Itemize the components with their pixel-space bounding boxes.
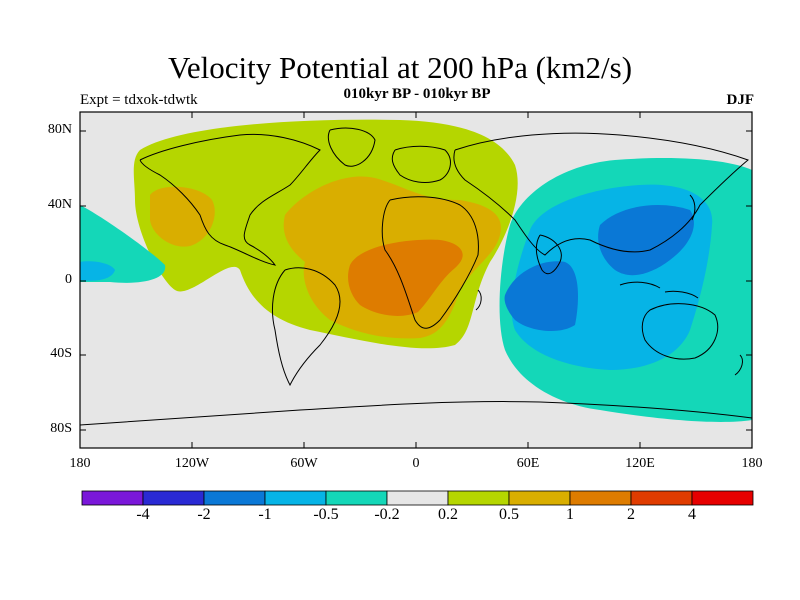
contour-positive-0.5-west xyxy=(150,186,215,247)
lon-label-180w: 180 xyxy=(69,456,91,471)
map-subtitle: 010kyr BP - 010kyr BP xyxy=(343,86,491,102)
colorbar-label: -0.5 xyxy=(313,506,339,523)
lon-label-120e: 120E xyxy=(625,456,655,471)
colorbar xyxy=(81,490,754,506)
season-label: DJF xyxy=(726,92,755,108)
colorbar-label: -0.2 xyxy=(374,506,400,523)
colorbar-label: 2 xyxy=(627,506,635,523)
colorbar-swatch xyxy=(386,490,449,506)
colorbar-label: -1 xyxy=(258,506,272,523)
colorbar-label: 0.5 xyxy=(499,506,519,523)
contour-positive-1 xyxy=(348,239,463,316)
colorbar-swatch xyxy=(630,490,693,506)
lat-label-40n: 40N xyxy=(47,197,72,212)
colorbar-swatch xyxy=(203,490,266,506)
map-title: Velocity Potential at 200 hPa (km2/s) xyxy=(167,50,633,85)
coastlines xyxy=(80,127,752,426)
contour-negative-0.5-west xyxy=(80,261,115,281)
colorbar-label: -2 xyxy=(197,506,211,523)
lon-label-180e: 180 xyxy=(741,456,763,471)
colorbar-label: 4 xyxy=(688,506,696,523)
lat-label-0: 0 xyxy=(65,272,72,287)
lon-label-0: 0 xyxy=(412,456,420,471)
lat-label-80n: 80N xyxy=(47,122,72,137)
colorbar-swatch xyxy=(325,490,388,506)
colorbar-swatch xyxy=(508,490,571,506)
contour-negative-1-pacific xyxy=(598,205,694,276)
lat-label-80s: 80S xyxy=(50,421,72,436)
colorbar-swatch xyxy=(691,490,754,506)
colorbar-label: -4 xyxy=(136,506,150,523)
colorbar-swatch xyxy=(142,490,205,506)
experiment-label: Expt = tdxok-tdwtk xyxy=(80,92,198,108)
colorbar-swatch xyxy=(569,490,632,506)
lon-label-60w: 60W xyxy=(290,456,318,471)
lon-label-120w: 120W xyxy=(174,456,210,471)
colorbar-swatch xyxy=(81,490,144,506)
colorbar-label: 1 xyxy=(566,506,574,523)
lat-tick-marks xyxy=(80,130,752,431)
colorbar-swatch xyxy=(264,490,327,506)
lon-tick-marks xyxy=(79,112,753,448)
lon-label-60e: 60E xyxy=(516,456,540,471)
colorbar-swatch xyxy=(447,490,510,506)
contour-field xyxy=(80,112,752,448)
contour-negative-1 xyxy=(504,261,578,332)
colorbar-label: 0.2 xyxy=(438,506,458,523)
lat-label-40s: 40S xyxy=(50,346,72,361)
